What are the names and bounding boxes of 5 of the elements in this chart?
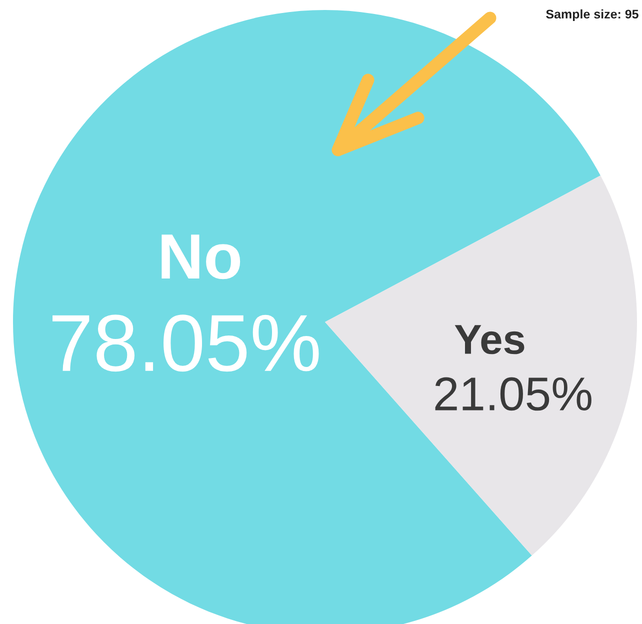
data-label: 21.05% — [435, 377, 592, 411]
data-label: 78.05% — [52, 314, 319, 372]
text: Sample size: 95 — [546, 9, 638, 22]
slice-label: No — [162, 234, 240, 280]
slice-label: Yes — [454, 325, 524, 354]
